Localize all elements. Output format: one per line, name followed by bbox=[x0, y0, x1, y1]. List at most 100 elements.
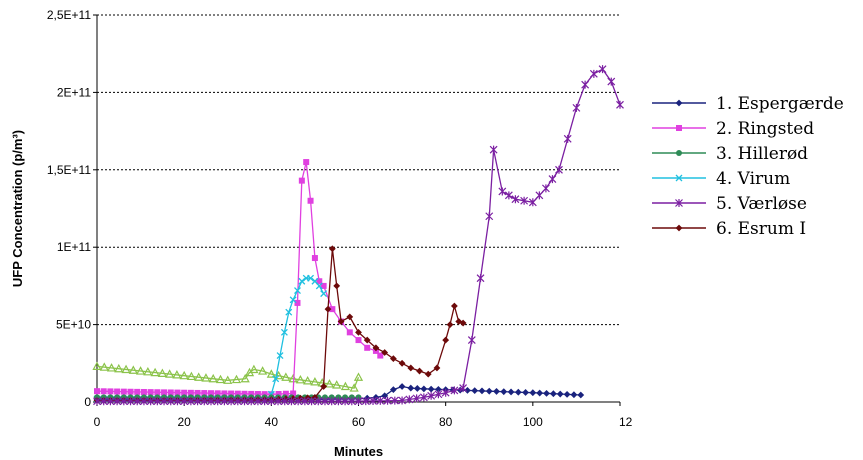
series-4-point-32 bbox=[307, 397, 316, 406]
legend-label-4: 5. Værløse bbox=[716, 194, 807, 214]
series-0-point-55 bbox=[478, 387, 486, 395]
series-4-point-63 bbox=[535, 191, 544, 200]
series-0-point-67 bbox=[563, 390, 571, 398]
series-1-point-39 bbox=[346, 329, 353, 336]
series-4-point-65 bbox=[548, 175, 557, 184]
series-6-point-30 bbox=[310, 377, 320, 386]
x-tick-label-4: 80 bbox=[439, 415, 453, 429]
series-3-point-37 bbox=[315, 282, 323, 290]
series-0-point-56 bbox=[485, 387, 493, 395]
series-1-point-5 bbox=[127, 388, 134, 395]
series-4-point-56 bbox=[485, 212, 494, 221]
legend-swatch-marker-5 bbox=[675, 224, 683, 232]
series-4-point-3 bbox=[113, 397, 122, 406]
series-5-point-47 bbox=[424, 370, 432, 378]
series-4-point-9 bbox=[153, 397, 162, 406]
series-4-point-5 bbox=[126, 397, 135, 406]
series-1-point-17 bbox=[207, 390, 214, 397]
series-4-point-47 bbox=[412, 394, 421, 403]
series-4-point-23 bbox=[247, 397, 256, 406]
series-1-point-32 bbox=[303, 159, 310, 166]
series-3-point-35 bbox=[307, 274, 315, 282]
y-tick-label-3: 1,5E+11 bbox=[47, 163, 91, 177]
series-0-point-64 bbox=[543, 389, 550, 397]
legend-swatch-marker-2 bbox=[676, 150, 682, 156]
series-4-point-7 bbox=[140, 397, 148, 406]
series-4-point-59 bbox=[504, 191, 513, 200]
series-0-point-46 bbox=[413, 385, 421, 392]
y-tick-label-0: 0 bbox=[84, 395, 91, 409]
series-5-point-45 bbox=[407, 364, 415, 372]
series-3-point-30 bbox=[285, 308, 293, 316]
series-1-point-28 bbox=[282, 390, 289, 397]
series-3-point-29 bbox=[280, 328, 288, 336]
series-1-point-40 bbox=[355, 337, 362, 344]
series-6-point-4 bbox=[121, 364, 131, 374]
series-5-point-43 bbox=[389, 355, 397, 363]
series-6-point-11 bbox=[172, 370, 182, 379]
series-1-point-8 bbox=[147, 389, 154, 396]
series-0-point-53 bbox=[464, 386, 471, 394]
legend-item-1: 2. Ringsted bbox=[652, 119, 814, 139]
series-0-point-68 bbox=[570, 391, 578, 399]
series-6-point-3 bbox=[114, 363, 124, 373]
series-1-point-24 bbox=[254, 391, 261, 398]
series-5-point-51 bbox=[450, 302, 458, 310]
series-1-point-4 bbox=[120, 388, 127, 395]
legend-label-2: 3. Hillerød bbox=[716, 144, 808, 164]
series-1-point-2 bbox=[107, 388, 114, 395]
series-6-point-5 bbox=[128, 365, 138, 374]
y-tick-label-1: 5E+10 bbox=[56, 318, 91, 332]
series-4-point-4 bbox=[119, 397, 128, 406]
legend-swatch-marker-3 bbox=[675, 174, 683, 182]
series-0-point-69 bbox=[577, 391, 585, 399]
series-1-point-14 bbox=[187, 389, 194, 396]
series-0-point-61 bbox=[522, 389, 529, 396]
series-1-point-41 bbox=[364, 344, 371, 351]
series-0-point-66 bbox=[556, 390, 564, 398]
series-4-point-0 bbox=[93, 397, 101, 406]
grid-lines bbox=[97, 14, 620, 326]
series-4-point-8 bbox=[146, 397, 155, 406]
series-4-point-64 bbox=[541, 184, 550, 193]
series-0-point-44 bbox=[398, 383, 406, 390]
series-1-point-23 bbox=[248, 390, 255, 397]
legend-item-0: 1. Espergærde bbox=[652, 94, 844, 114]
series-5-point-37 bbox=[337, 318, 345, 325]
series-4-point-39 bbox=[354, 397, 363, 406]
series-6-point-35 bbox=[349, 383, 359, 392]
series-line-6 bbox=[96, 365, 360, 389]
series-4-point-27 bbox=[274, 397, 282, 406]
series-4-point-52 bbox=[450, 386, 459, 395]
series-4-point-46 bbox=[405, 395, 414, 404]
series-1-point-19 bbox=[221, 390, 228, 397]
series-5-point-38 bbox=[346, 313, 354, 321]
y-tick-label-2: 1E+11 bbox=[57, 240, 91, 254]
series-4-point-17 bbox=[207, 397, 215, 406]
series-4-point-67 bbox=[563, 134, 572, 143]
series-0-point-63 bbox=[536, 389, 544, 397]
series-4-point-36 bbox=[334, 397, 343, 406]
series-6 bbox=[92, 361, 364, 392]
series-1-point-13 bbox=[181, 389, 188, 396]
series-6-point-1 bbox=[99, 362, 109, 371]
series-4-point-61 bbox=[520, 196, 529, 205]
series-6-point-20 bbox=[240, 373, 250, 383]
series-0-point-60 bbox=[514, 388, 522, 396]
series-1-point-6 bbox=[134, 388, 141, 395]
series-1-point-9 bbox=[154, 389, 161, 396]
series-6-point-24 bbox=[266, 369, 276, 378]
series-0-point-65 bbox=[549, 390, 557, 398]
series-1-point-35 bbox=[316, 278, 323, 285]
series-5-point-35 bbox=[328, 245, 336, 253]
series-1 bbox=[94, 159, 384, 398]
series-1-point-12 bbox=[174, 389, 181, 396]
series-1-point-27 bbox=[275, 391, 282, 398]
series-4-point-11 bbox=[166, 397, 175, 406]
series-1-point-25 bbox=[261, 391, 268, 398]
series-4-point-30 bbox=[294, 397, 303, 406]
series-line-5 bbox=[97, 248, 464, 402]
axes bbox=[96, 15, 620, 403]
series-4-point-51 bbox=[441, 388, 450, 397]
